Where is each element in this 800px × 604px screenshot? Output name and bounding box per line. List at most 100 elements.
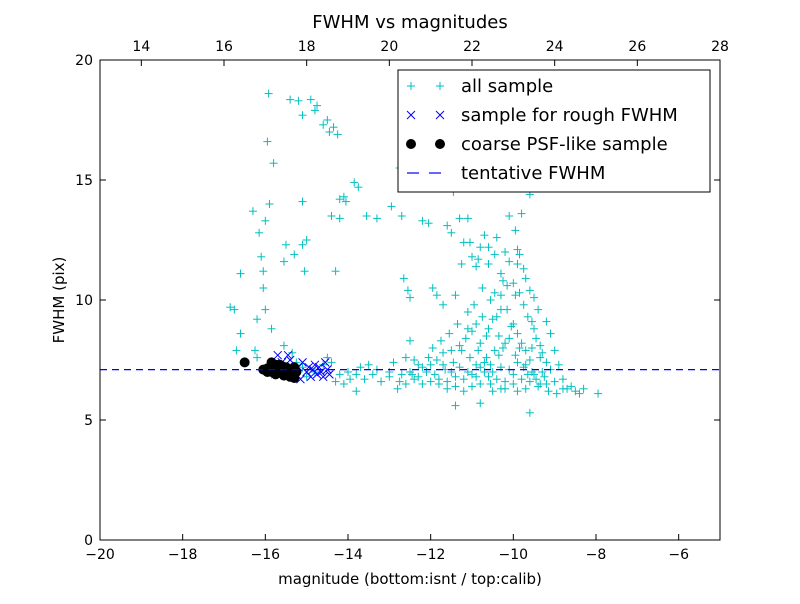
data-point xyxy=(463,324,472,333)
top-x-tick-label: 18 xyxy=(298,39,316,55)
data-point xyxy=(550,377,559,386)
legend-item: all sample xyxy=(407,76,553,97)
data-point xyxy=(463,368,472,376)
data-point xyxy=(517,209,526,218)
data-point xyxy=(507,322,516,331)
data-point xyxy=(532,375,541,384)
data-point xyxy=(472,320,481,328)
data-point xyxy=(530,293,538,302)
legend-frame xyxy=(397,69,711,193)
data-point xyxy=(313,101,321,110)
data-point xyxy=(455,341,464,350)
data-point xyxy=(294,96,303,105)
data-point xyxy=(534,305,543,314)
data-point xyxy=(318,372,328,382)
data-point xyxy=(478,284,487,292)
data-point xyxy=(335,214,344,223)
data-point xyxy=(558,384,567,393)
data-point xyxy=(255,228,264,237)
data-point xyxy=(513,358,522,367)
data-point xyxy=(282,240,290,249)
data-point xyxy=(530,324,538,333)
data-point xyxy=(470,300,479,309)
legend-marker xyxy=(436,82,444,90)
data-point xyxy=(302,236,311,244)
data-point xyxy=(480,231,489,240)
data-point xyxy=(521,274,530,283)
data-point xyxy=(550,346,559,355)
data-point xyxy=(261,216,270,225)
data-point xyxy=(490,250,499,259)
data-point xyxy=(310,106,319,115)
data-point xyxy=(492,312,501,321)
data-point xyxy=(486,296,495,304)
x-tick-label: −20 xyxy=(85,547,115,563)
data-point xyxy=(426,360,435,369)
y-tick-label: 0 xyxy=(84,533,93,549)
data-point xyxy=(525,408,534,417)
data-point xyxy=(339,192,348,201)
data-point xyxy=(432,291,441,300)
data-point xyxy=(579,384,588,393)
legend-label: coarse PSF-like sample xyxy=(461,134,668,155)
data-point xyxy=(474,346,483,355)
data-point xyxy=(509,380,518,388)
data-point xyxy=(360,375,369,384)
data-point xyxy=(499,344,507,352)
data-point xyxy=(515,250,524,259)
x-tick-label: −8 xyxy=(586,547,607,563)
data-point xyxy=(306,372,316,382)
data-point xyxy=(521,346,530,355)
data-point xyxy=(333,130,342,139)
data-point xyxy=(230,305,239,314)
x-tick-label: −14 xyxy=(333,547,363,563)
data-point xyxy=(484,243,493,252)
top-x-tick-label: 20 xyxy=(380,39,398,55)
data-point xyxy=(468,370,476,379)
data-point xyxy=(289,373,300,383)
data-point xyxy=(406,336,414,345)
axis-ticks xyxy=(99,59,721,541)
data-point xyxy=(523,312,532,321)
data-point xyxy=(414,360,423,369)
data-point xyxy=(558,375,567,384)
data-point xyxy=(262,363,273,374)
data-point xyxy=(269,159,278,168)
data-point xyxy=(472,262,481,271)
data-point xyxy=(468,327,476,336)
data-point xyxy=(484,324,493,333)
data-point xyxy=(248,207,257,216)
data-point xyxy=(509,370,518,379)
data-point xyxy=(264,89,273,98)
data-point xyxy=(519,300,528,309)
data-point xyxy=(459,387,468,396)
legend-marker xyxy=(406,110,416,120)
data-point xyxy=(276,361,287,371)
y-axis-label: FWHM (pix) xyxy=(50,257,68,344)
legend-label: all sample xyxy=(461,76,553,97)
data-point xyxy=(505,334,514,343)
data-point xyxy=(232,346,241,355)
x-tick-label: −18 xyxy=(168,547,198,563)
data-point xyxy=(459,375,468,384)
y-tick-label: 20 xyxy=(75,53,93,69)
data-point xyxy=(265,200,274,208)
legend-marker xyxy=(407,82,415,90)
data-point xyxy=(542,358,551,367)
data-point xyxy=(325,370,334,379)
data-point xyxy=(323,116,332,124)
data-point xyxy=(401,353,410,362)
data-point xyxy=(594,389,603,398)
data-point xyxy=(476,399,485,408)
data-point xyxy=(451,291,460,300)
data-point xyxy=(364,360,373,369)
axis-tick-labels: −20 −18 −16 −14 −12 −10 −8 −6 0 5 10 15 20 14 16 18 20 22… xyxy=(75,39,729,563)
data-point xyxy=(519,264,528,273)
data-point xyxy=(279,257,288,266)
data-point xyxy=(410,356,419,364)
data-point xyxy=(567,382,576,391)
data-point xyxy=(401,380,410,388)
data-point xyxy=(257,252,266,261)
data-point xyxy=(554,360,563,369)
x-tick-label: −12 xyxy=(416,547,446,563)
